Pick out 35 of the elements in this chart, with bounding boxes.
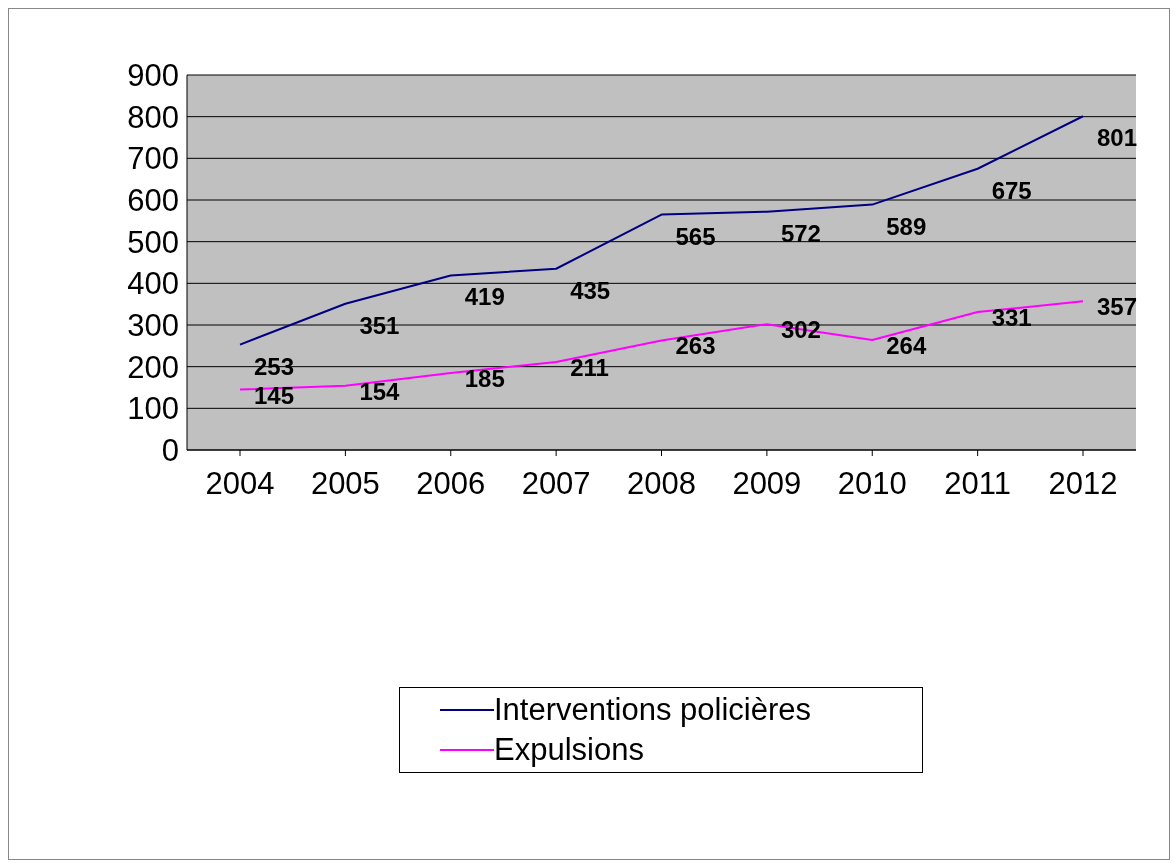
x-tick-label: 2012	[1048, 466, 1118, 502]
data-label: 572	[780, 219, 821, 247]
y-tick-label: 0	[161, 433, 179, 469]
data-label: 435	[570, 276, 611, 304]
x-tick-label: 2008	[627, 466, 696, 502]
legend-label: Interventions policières	[494, 691, 812, 729]
y-tick-label: 300	[127, 308, 179, 344]
y-tick-label: 500	[127, 224, 179, 260]
x-tick-label: 2011	[944, 466, 1011, 502]
x-tick-label: 2009	[732, 466, 802, 502]
data-label: 263	[675, 332, 716, 360]
legend-label: Expulsions	[494, 731, 644, 769]
x-tick-label: 2004	[205, 466, 275, 502]
data-label: 154	[359, 377, 401, 405]
data-label: 351	[359, 311, 400, 339]
x-tick-label: 2010	[837, 466, 907, 502]
data-label: 185	[464, 364, 505, 392]
y-tick-label: 400	[127, 266, 179, 302]
y-tick-label: 100	[127, 391, 179, 427]
y-tick-label: 200	[127, 349, 179, 385]
data-label: 589	[886, 212, 927, 240]
data-label: 331	[991, 304, 1032, 332]
x-tick-label: 2005	[310, 466, 380, 502]
data-label: 675	[991, 176, 1032, 204]
x-tick-label: 2007	[521, 466, 591, 502]
y-tick-label: 700	[127, 141, 179, 177]
data-label: 801	[1097, 124, 1138, 152]
data-label: 419	[464, 283, 505, 311]
y-tick-label: 900	[127, 58, 179, 93]
data-label: 145	[254, 381, 295, 409]
y-tick-label: 800	[127, 99, 179, 135]
y-tick-label: 600	[127, 183, 179, 219]
data-label: 264	[886, 332, 927, 359]
x-tick-label: 2006	[416, 466, 486, 502]
data-label: 357	[1097, 293, 1138, 321]
